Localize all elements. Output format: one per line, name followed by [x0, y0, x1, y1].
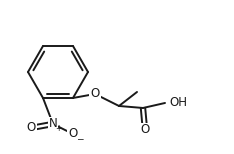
- Text: O: O: [140, 124, 150, 136]
- Text: +: +: [55, 124, 61, 134]
- Text: OH: OH: [169, 96, 187, 109]
- Text: O: O: [68, 128, 78, 140]
- Text: O: O: [26, 122, 36, 134]
- Text: −: −: [76, 134, 83, 144]
- Text: N: N: [49, 118, 57, 130]
- Text: O: O: [90, 87, 100, 100]
